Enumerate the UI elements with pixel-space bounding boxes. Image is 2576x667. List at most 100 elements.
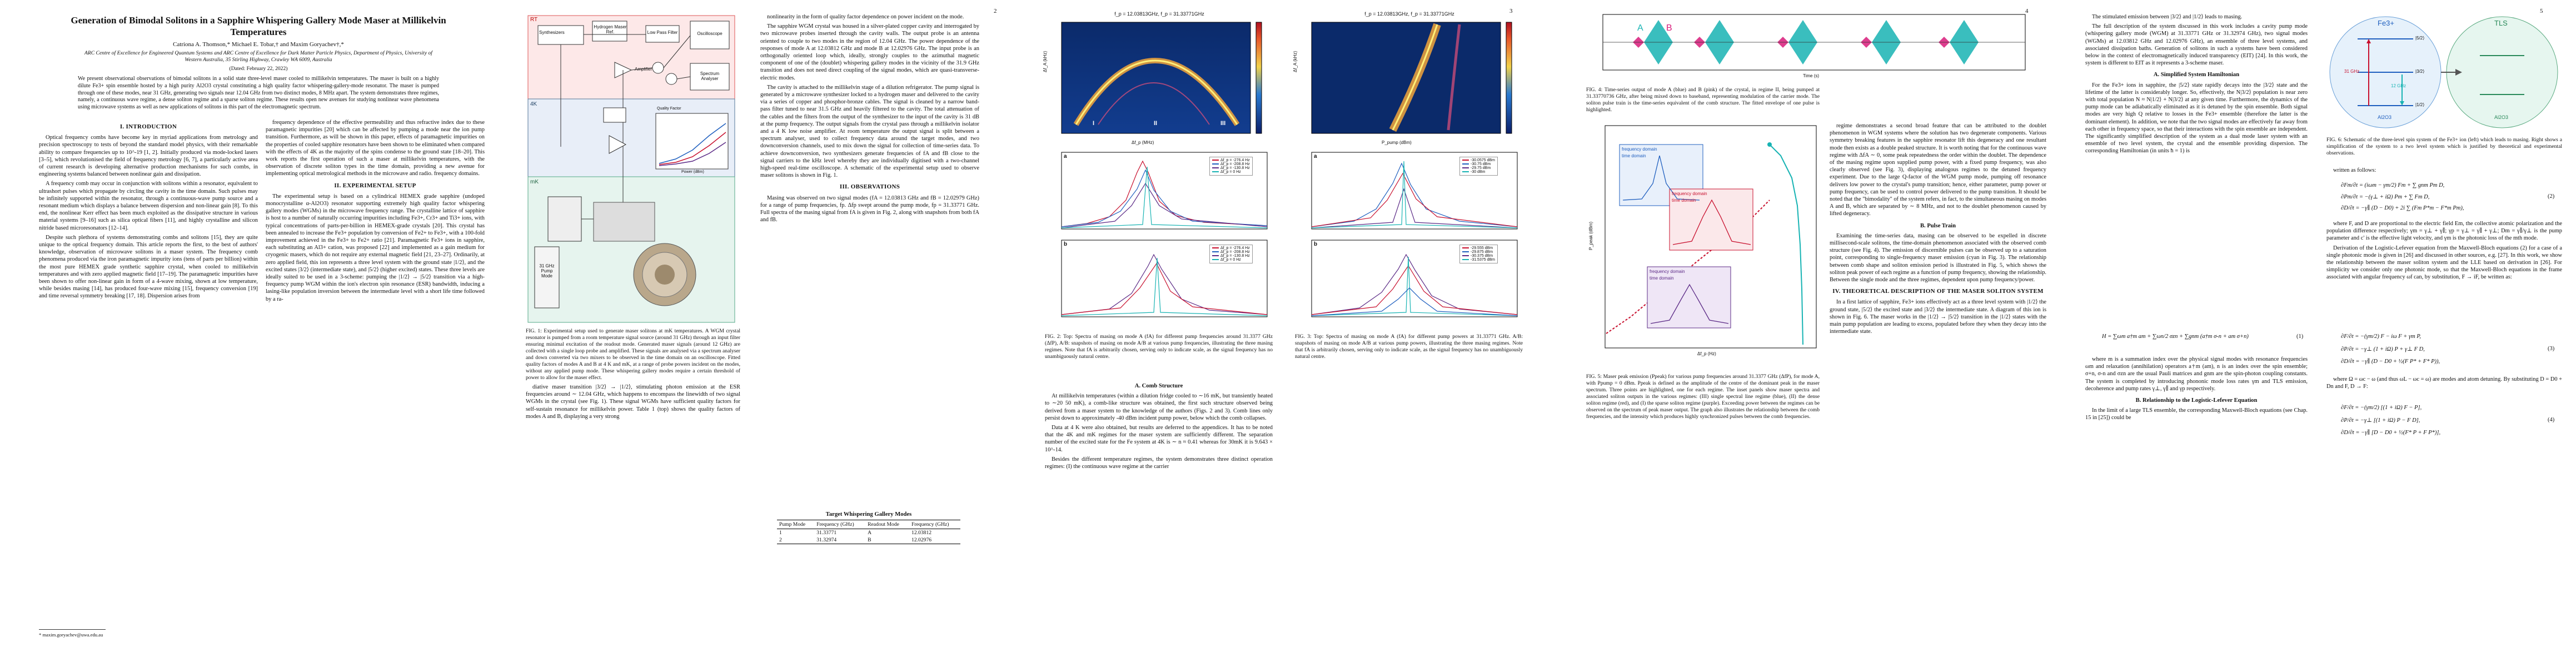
figure-6-caption: FIG. 6: Schematic of the three-level spi… (2326, 137, 2562, 156)
p1-col-left: I. INTRODUCTION Optical frequency combs … (39, 119, 258, 302)
fig4-time-series (1602, 14, 2026, 71)
table-header: Readout Mode (865, 520, 910, 529)
model-paragraph-3: The full description of the system discu… (2085, 23, 2308, 67)
legend-entry: Δf_p = -276.4 Hz (1212, 158, 1250, 162)
fig2-title: f_p = 12.03813GHz, f_p = 31.33771GHz (1114, 11, 1204, 17)
intro-paragraph-4: frequency dependence of the effective pe… (266, 120, 485, 177)
fig6-al2o3-right: Al2O3 (2494, 115, 2509, 120)
lle-paragraph-3: where F, and D are proportional to the e… (2326, 221, 2562, 242)
equation-2a: ∂Fm/∂t = (iωm − γm/2) Fm + ∑ gnm Pm D, (2341, 182, 2445, 188)
fig5-inset2-time: time domain (1672, 198, 1696, 203)
pulse-heading: B. Pulse Train (1920, 222, 1956, 229)
legend-swatch (1462, 255, 1469, 257)
figure-5-caption: FIG. 5: Maser peak emission (Ppeak) for … (1586, 374, 1820, 420)
figure-1-caption: FIG. 1: Experimental setup used to gener… (526, 328, 740, 381)
page-1: Generation of Bimodal Solitons in a Sapp… (0, 0, 516, 667)
fig1-label-osc: Oscilloscope (697, 31, 723, 36)
legend-swatch (1212, 255, 1219, 257)
legend-swatch (1212, 247, 1219, 249)
page-2: 2 (516, 0, 1032, 667)
legend-entry: -30.75 dBm (1462, 162, 1495, 166)
page-5: 5 The stimulated emission between |3/2⟩ … (2063, 0, 2576, 667)
fig6-al2o3-left: Al2O3 (2378, 115, 2392, 120)
legend-entry: -30 dBm (1462, 170, 1495, 174)
fig6-level-32: |3/2⟩ (2415, 69, 2425, 74)
footnote-rule (39, 629, 106, 630)
fig5-inset2-freq: frequency domain (1672, 191, 1707, 196)
p5-col-right-c: where Ω = ωc − ω (and thus ωL − ωc = ω) … (2326, 376, 2562, 392)
comb-heading: A. Comb Structure (1134, 383, 1183, 389)
fig1-label-4k: 4K (530, 101, 537, 107)
legend-swatch (1462, 247, 1469, 249)
fig3-ylabel: Δf_A (kHz) (1293, 51, 1298, 72)
equation-4b: ∂P/∂t = −γ⊥ [(1 + iΩ) P − F D], (2341, 417, 2420, 424)
legend-entry: -31.5375 dBm (1462, 258, 1495, 262)
equation-2b: ∂Pm/∂t = −(γ⊥ + iΩ) Pm + ∑ Fm D, (2341, 194, 2430, 200)
legend-entry: -30.0575 dBm (1462, 158, 1495, 162)
equation-1-number: (1) (2296, 334, 2304, 340)
legend-label: Δf_p = -208.8 Hz (1220, 250, 1250, 254)
legend-swatch (1212, 259, 1219, 261)
intro-paragraph-3: Despite such plethora of systems demonst… (39, 234, 258, 300)
p2-col-left: diative maser transition |3/2⟩ → |1/2⟩, … (526, 384, 740, 422)
fig3-heatmap (1311, 22, 1512, 134)
page-3: 3 f_p = 12.03813GHz, f_p = 31.33771GHz I… (1032, 0, 1547, 667)
page-4: 4 A B Time (s) FIG. 4: Time-series outpu… (1547, 0, 2063, 667)
fig2-panel-b-label: b (1064, 241, 1068, 247)
legend-label: Δf_p = 0 Hz (1220, 258, 1241, 262)
figure-1-schematic (527, 15, 735, 323)
experimental-paragraph-3: The sapphire WGM crystal was housed in a… (760, 23, 979, 81)
p1-col-right: frequency dependence of the effective pe… (266, 119, 485, 305)
model-heading: IV. THEORETICAL DESCRIPTION OF THE MASER… (1832, 288, 2044, 295)
paper-abstract: We present observational observations of… (78, 76, 439, 111)
fig6-level-diagram (2329, 16, 2558, 128)
fig2-ylabel: Δf_A (kHz) (1043, 51, 1048, 72)
fig3-panel-a-label: a (1314, 153, 1317, 160)
equation-2-number: (2) (2548, 193, 2555, 200)
footnote: * maxim.goryachev@uwa.edu.au (39, 632, 103, 638)
fig2-xlabel: Δf_p (MHz) (1132, 140, 1154, 145)
table-row: 1 31.33771 A 12.03812 (777, 529, 960, 537)
equation-2c: ∂D/∂t = −γ∥ (D − D0) + 2i ∑ (Fm P*m − F*… (2341, 205, 2464, 211)
legend-swatch (1212, 160, 1219, 161)
legend-label: -30 dBm (1471, 170, 1486, 174)
table-cell: 31.32974 (814, 536, 866, 544)
fig6-level-52: |5/2⟩ (2415, 36, 2425, 41)
table-1: Target Whispering Gallery Modes Pump Mod… (777, 511, 960, 544)
figure-5: frequency domain time domain frequency d… (1586, 122, 1820, 367)
table-cell: 31.33771 (816, 530, 837, 536)
fig2-legend-a: Δf_p = -276.4 Hz Δf_p = -208.8 Hz Δf_p = -… (1209, 157, 1253, 176)
fig3-panel-b-label: b (1314, 241, 1318, 247)
fig1-label-lpf: Low Pass Filter (647, 30, 678, 35)
fig1-label-rt: RT (530, 17, 538, 23)
table-cell: A (868, 530, 872, 536)
regime-label: II (1154, 120, 1158, 127)
legend-entry: -29.555 dBm (1462, 246, 1495, 250)
regime-label: I (1093, 120, 1095, 127)
fig4-label-a: A (1637, 23, 1643, 33)
legend-entry: -30.375 dBm (1462, 254, 1495, 258)
comb-paragraph-3: regime demonstrates a second broad featu… (1830, 123, 2046, 217)
fig2-legend-b: Δf_p = -276.4 Hz Δf_p = -208.8 Hz Δf_p = -… (1209, 245, 1253, 263)
legend-label: Δf_p = -276.4 Hz (1220, 158, 1250, 162)
legend-entry: Δf_p = -276.4 Hz (1212, 246, 1250, 250)
figure-2-caption: FIG. 2: Top: Spectra of masing on mode A… (1045, 334, 1273, 360)
p5-col-right-b: where F, and D are proportional to the e… (2326, 220, 2562, 283)
experimental-paragraph-1: The experimental setup is based on a cyl… (266, 193, 485, 302)
paper-title: Generation of Bimodal Solitons in a Sapp… (71, 15, 446, 37)
experimental-paragraph-2: nonlinearity in the form of quality fact… (767, 14, 964, 20)
lle-paragraph-2: written as follows: (2333, 167, 2376, 173)
hamiltonian-paragraph-2: where m is a summation index over the ph… (2085, 356, 2308, 392)
legend-entry: Δf_p = -130.8 Hz (1212, 254, 1250, 258)
experimental-paragraph-cont: diative maser transition |3/2⟩ → |1/2⟩, … (526, 384, 740, 420)
comb-paragraph-0: At millikelvin temperatures (within a di… (1045, 393, 1273, 421)
p4-col-right: regime demonstrates a second broad featu… (1830, 122, 2046, 337)
legend-swatch (1462, 251, 1469, 253)
figure-6: Fe3+ TLS Al2O3 Al2O3 |5/2⟩ |3/2⟩ |1/2⟩ 3… (2324, 11, 2563, 133)
fig5-peak-power (1605, 125, 1817, 349)
comb-paragraph-1: Data at 4 K were also obtained, but resu… (1045, 425, 1273, 453)
legend-swatch (1212, 251, 1219, 253)
fig5-inset3-freq: frequency domain (1650, 269, 1685, 274)
model-paragraph-1: In a first lattice of sapphire, Fe3+ ion… (1830, 299, 2046, 335)
legend-label: Δf_p = -130.8 Hz (1220, 166, 1250, 170)
